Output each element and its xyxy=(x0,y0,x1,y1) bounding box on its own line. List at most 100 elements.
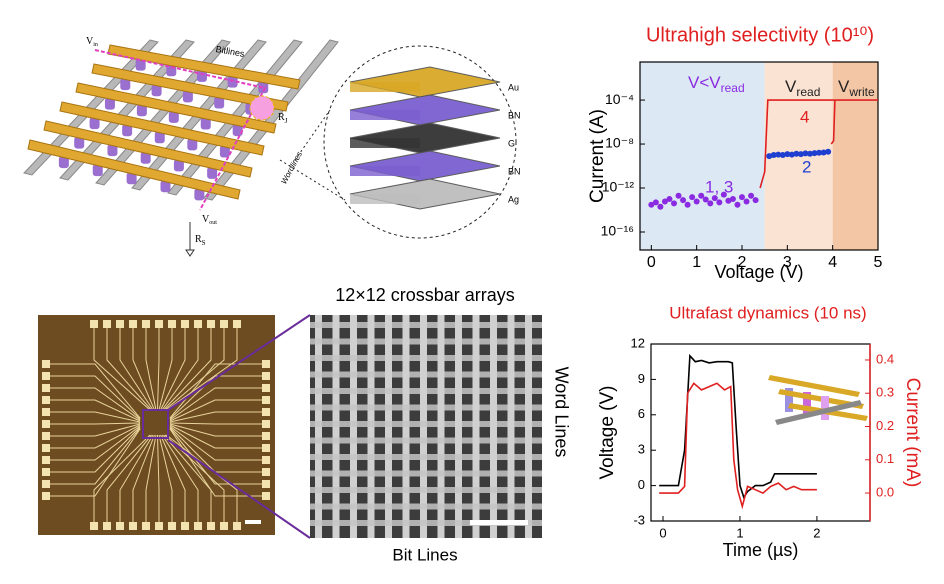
bitline xyxy=(27,139,241,200)
inset-pillar xyxy=(803,392,811,416)
layer-label: Au xyxy=(508,82,519,92)
trace xyxy=(93,328,151,411)
data-point xyxy=(720,191,727,198)
region-label-sub: read xyxy=(721,81,745,95)
trace xyxy=(169,427,262,485)
trace xyxy=(50,422,141,425)
trace xyxy=(160,434,186,522)
terminal: RS xyxy=(195,234,206,246)
trace xyxy=(50,425,141,461)
sem-line xyxy=(310,454,542,460)
data-point xyxy=(752,197,759,204)
trace xyxy=(132,434,155,522)
pad xyxy=(262,468,270,476)
pillar xyxy=(173,159,184,172)
data-point xyxy=(671,200,677,207)
pad xyxy=(262,456,270,464)
y-tick-label: 0 xyxy=(638,477,645,492)
inset-pillar xyxy=(785,388,793,412)
sem-line xyxy=(310,470,542,477)
pad xyxy=(42,360,50,368)
data-point xyxy=(729,196,736,203)
pad xyxy=(262,420,270,428)
data-point xyxy=(816,149,823,156)
y-tick-label: 6 xyxy=(638,406,645,421)
trace xyxy=(50,427,141,485)
pad xyxy=(262,396,270,404)
trace xyxy=(169,411,262,423)
x-tick-label: 1 xyxy=(736,525,743,540)
pillar xyxy=(182,90,193,103)
pillar xyxy=(151,84,162,97)
y-tick-label: 10⁻¹⁶ xyxy=(601,223,634,239)
pillar xyxy=(187,138,198,151)
data-point xyxy=(775,151,782,158)
data-point xyxy=(793,150,800,157)
series-label: 2 xyxy=(802,157,811,176)
pillar xyxy=(154,131,165,144)
region-label-main: V<V xyxy=(688,73,721,92)
trace xyxy=(169,399,262,422)
pad xyxy=(42,420,50,428)
wordlines-label: Wordlines xyxy=(279,150,304,186)
trace xyxy=(169,424,262,449)
pillar xyxy=(258,81,269,94)
trace xyxy=(50,423,141,437)
data-point xyxy=(766,153,773,160)
y-tick-label: 3 xyxy=(638,442,645,457)
wordline xyxy=(59,39,195,181)
data-point xyxy=(770,152,777,159)
data-point xyxy=(684,201,691,208)
pad xyxy=(42,468,50,476)
pad xyxy=(181,522,189,530)
pad xyxy=(262,480,270,488)
region-label-sub: write xyxy=(848,85,875,99)
inset-bar xyxy=(768,375,860,397)
pad xyxy=(233,320,241,328)
data-point xyxy=(689,194,696,201)
x-axis-label: Time (µs) xyxy=(723,540,799,560)
pillar xyxy=(126,172,137,185)
pad xyxy=(262,444,270,452)
region-label: Vwrite xyxy=(838,77,875,99)
data-point xyxy=(675,192,682,199)
pad xyxy=(42,456,50,464)
trace xyxy=(169,387,262,421)
zoom-line xyxy=(167,439,311,539)
layer-side xyxy=(350,82,420,92)
chart-title: Ultrahigh selectivity (10¹⁰) xyxy=(646,24,874,46)
sem-image xyxy=(310,315,542,538)
pad xyxy=(194,320,202,328)
y-tick-label: 10⁻¹² xyxy=(602,179,635,195)
pad xyxy=(194,522,202,530)
pad xyxy=(233,522,241,530)
data-point xyxy=(820,149,827,156)
x-tick-label: 5 xyxy=(874,254,883,271)
pillar xyxy=(107,144,118,157)
bitline xyxy=(91,63,289,112)
pad xyxy=(90,320,98,328)
sem-line xyxy=(525,315,532,538)
data-point xyxy=(734,201,741,208)
pillar xyxy=(74,136,85,149)
layer-label: BN xyxy=(508,110,521,120)
trace xyxy=(163,328,212,411)
data-point xyxy=(661,198,668,205)
data-point xyxy=(657,203,664,210)
series-label: 4 xyxy=(800,107,809,126)
x-tick-label: 4 xyxy=(828,254,837,271)
data-point xyxy=(702,196,709,203)
trace xyxy=(157,434,160,522)
trace xyxy=(145,434,157,522)
bitline xyxy=(43,120,253,178)
pad xyxy=(129,522,137,530)
data-point xyxy=(748,192,755,199)
series-line xyxy=(659,382,817,510)
pad xyxy=(155,320,163,328)
trace xyxy=(50,363,141,419)
data-point xyxy=(698,192,705,199)
pillar xyxy=(196,69,207,82)
bitline xyxy=(75,82,277,134)
